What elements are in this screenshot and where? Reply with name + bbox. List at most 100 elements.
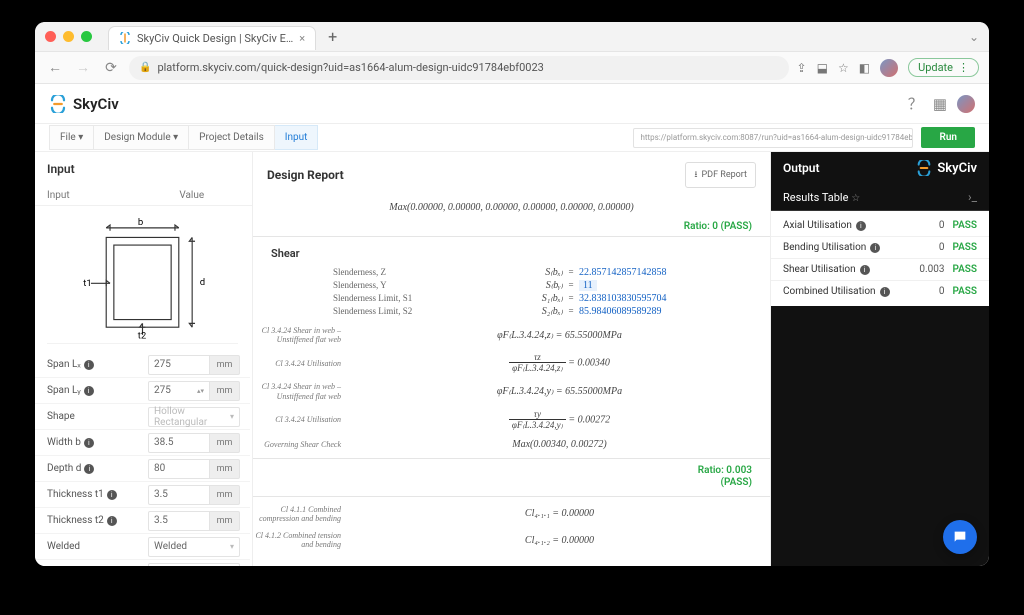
menu-project-details[interactable]: Project Details <box>189 125 275 150</box>
update-button[interactable]: Update ⋮ <box>908 58 979 77</box>
select-field[interactable]: 6005▾ <box>148 563 240 567</box>
brand[interactable]: SkyCiv <box>49 95 119 113</box>
select-field[interactable]: Hollow Rectangular▾ <box>148 407 240 427</box>
shear-heading: Shear <box>253 237 770 266</box>
input-row: Span Lᵧ i275▴▾mm <box>35 378 250 404</box>
ratio-pass-top: Ratio: 0 (PASS) <box>253 217 770 237</box>
input-panel: Input Input Value <box>35 152 253 566</box>
output-brand: SkyCiv <box>916 160 977 176</box>
brand-icon <box>49 95 67 113</box>
apps-grid-icon[interactable]: ▦ <box>933 95 947 113</box>
info-icon[interactable]: i <box>880 287 890 297</box>
bookmark-icon[interactable]: ☆ <box>838 61 849 75</box>
info-icon[interactable]: i <box>84 360 94 370</box>
window-titlebar: SkyCiv Quick Design | SkyCiv E… × + ⌄ <box>35 22 989 52</box>
report-calc-row: Cl 3.4.24 Shear in web – Unstiffened fla… <box>253 382 770 400</box>
result-value: 0 <box>910 242 944 253</box>
menu-file[interactable]: File ▾ <box>49 125 94 150</box>
calc-expression: τzφF₍L.3.4.24,z₎ = 0.00340 <box>349 352 770 374</box>
main-area: Input Input Value <box>35 152 989 566</box>
new-tab-button[interactable]: + <box>328 27 337 46</box>
results-list: Axial Utilisation i0PASSBending Utilisat… <box>771 211 989 306</box>
calc-expression: φF₍L.3.4.24,z₎ = 65.55000MPa <box>349 330 770 341</box>
update-label: Update <box>918 61 953 74</box>
terminal-icon[interactable]: ›_ <box>968 190 977 204</box>
result-name: Bending Utilisation i <box>783 242 902 253</box>
unit-label: mm <box>210 381 240 401</box>
url-text: platform.skyciv.com/quick-design?uid=as1… <box>157 61 543 74</box>
menu-input[interactable]: Input <box>275 125 319 150</box>
close-tab-icon[interactable]: × <box>299 32 305 45</box>
report-scroll[interactable]: Max(0.00000, 0.00000, 0.00000, 0.00000, … <box>253 198 770 566</box>
text-field[interactable]: 3.5 <box>148 485 210 505</box>
address-bar[interactable]: 🔒 platform.skyciv.com/quick-design?uid=a… <box>129 56 789 80</box>
menu-design-module[interactable]: Design Module ▾ <box>94 125 189 150</box>
info-icon[interactable]: i <box>107 516 117 526</box>
report-panel: Design Report ⭳ PDF Report Max(0.00000, … <box>253 152 771 566</box>
calc-expression: Max(0.00340, 0.00272) <box>349 439 770 450</box>
output-title: Output <box>783 161 819 175</box>
result-row[interactable]: Axial Utilisation i0PASS <box>771 215 989 237</box>
profile-avatar[interactable] <box>880 59 898 77</box>
result-row[interactable]: Bending Utilisation i0PASS <box>771 237 989 259</box>
stepper-icon[interactable]: ▴▾ <box>197 387 204 395</box>
text-field[interactable]: 80 <box>148 459 210 479</box>
result-name: Shear Utilisation i <box>783 264 902 275</box>
report-calc-row: Cl 4.1.2 Combined tension and bendingCl₄… <box>253 531 770 549</box>
input-scroll[interactable]: b d t1 t2 Span Lₓ i275mmSpan Lᵧ i275▴▾mm… <box>35 206 252 566</box>
lock-icon: 🔒 <box>139 62 151 73</box>
results-table-header[interactable]: Results Table ☆ ›_ <box>771 184 989 211</box>
report-kv-row: Slenderness, ZS₍bₓ₎=22.857142857142858 <box>253 266 770 279</box>
chat-fab[interactable] <box>943 520 977 554</box>
calc-note: Governing Shear Check <box>253 440 349 449</box>
info-icon[interactable]: i <box>84 438 94 448</box>
run-button[interactable]: Run <box>921 127 975 148</box>
back-button[interactable]: ← <box>45 59 65 76</box>
text-field[interactable]: 275 <box>148 355 210 375</box>
info-icon[interactable]: i <box>870 243 880 253</box>
ratio-shear: Ratio: 0.003 (PASS) <box>253 458 770 497</box>
browser-tab[interactable]: SkyCiv Quick Design | SkyCiv E… × <box>108 26 316 50</box>
user-avatar[interactable] <box>957 95 975 113</box>
share-icon[interactable]: ⇪ <box>797 61 807 75</box>
info-icon[interactable]: i <box>860 265 870 275</box>
report-calc-row: Cl 3.4.24 Shear in web – Unstiffened fla… <box>253 326 770 344</box>
reload-button[interactable]: ⟳ <box>101 60 121 76</box>
report-kv-row: Slenderness Limit, S1S₁₍bₓ₎=32.838103830… <box>253 292 770 305</box>
input-row: Alloy6005▾ <box>35 560 250 566</box>
maximize-window-icon[interactable] <box>81 31 92 42</box>
info-icon[interactable]: i <box>84 386 94 396</box>
report-calc-row: Cl 3.4.24 UtilisationτzφF₍L.3.4.24,z₎ = … <box>253 352 770 374</box>
pdf-report-label: PDF Report <box>701 170 747 180</box>
extensions-icon[interactable]: ◧ <box>859 61 870 75</box>
close-window-icon[interactable] <box>45 31 56 42</box>
result-value: 0 <box>910 286 944 297</box>
calc-note: Cl 3.4.24 Utilisation <box>253 415 349 424</box>
app-toolbar: File ▾ Design Module ▾ Project Details I… <box>35 124 989 152</box>
info-icon[interactable]: i <box>107 490 117 500</box>
info-icon[interactable]: i <box>84 464 94 474</box>
select-field[interactable]: Welded▾ <box>148 537 240 557</box>
pdf-report-button[interactable]: ⭳ PDF Report <box>685 162 756 188</box>
info-icon[interactable]: i <box>856 221 866 231</box>
result-status: PASS <box>952 264 977 275</box>
input-label: Span Lᵧ i <box>47 385 148 396</box>
report-calc-row: Governing Shear CheckMax(0.00340, 0.0027… <box>253 439 770 450</box>
result-row[interactable]: Combined Utilisation i0PASS <box>771 281 989 302</box>
install-icon[interactable]: ⬓ <box>817 61 828 75</box>
brand-icon <box>916 160 932 176</box>
number-stepper[interactable]: 275▴▾ <box>148 381 210 401</box>
run-url-field[interactable]: https://platform.skyciv.com:8087/run?uid… <box>633 128 913 148</box>
text-field[interactable]: 3.5 <box>148 511 210 531</box>
tabs-overflow-icon[interactable]: ⌄ <box>969 30 979 44</box>
star-icon[interactable]: ☆ <box>851 193 860 204</box>
result-row[interactable]: Shear Utilisation i0.003PASS <box>771 259 989 281</box>
calc-note: Cl 3.4.24 Shear in web – Unstiffened fla… <box>253 382 349 400</box>
result-name: Axial Utilisation i <box>783 220 902 231</box>
help-icon[interactable]: ？ <box>908 93 923 114</box>
chevron-down-icon: ▾ <box>78 132 83 143</box>
minimize-window-icon[interactable] <box>63 31 74 42</box>
text-field[interactable]: 38.5 <box>148 433 210 453</box>
svg-text:t1: t1 <box>83 278 92 289</box>
forward-button[interactable]: → <box>73 59 93 76</box>
